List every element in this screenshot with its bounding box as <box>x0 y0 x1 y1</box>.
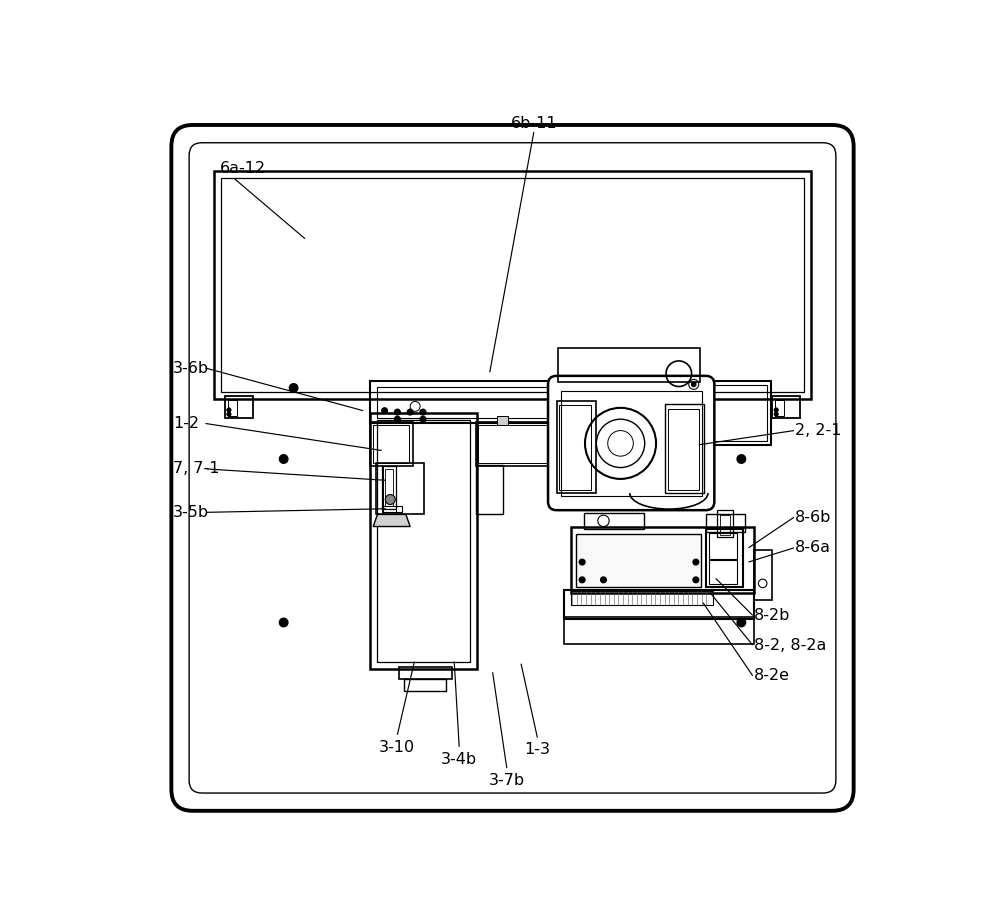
Bar <box>665 404 704 493</box>
Bar <box>564 591 754 619</box>
Bar <box>385 469 393 506</box>
Text: 8-6b: 8-6b <box>795 509 832 525</box>
Bar <box>404 678 446 691</box>
Text: 8-2, 8-2a: 8-2, 8-2a <box>754 638 827 653</box>
Bar <box>370 413 477 668</box>
Bar <box>562 385 767 440</box>
Bar <box>584 513 644 529</box>
Bar <box>564 617 754 644</box>
Bar <box>382 506 402 511</box>
Circle shape <box>395 416 400 422</box>
Text: 1-2: 1-2 <box>173 416 199 431</box>
Circle shape <box>737 455 746 463</box>
Bar <box>370 381 580 424</box>
Circle shape <box>579 559 585 565</box>
Circle shape <box>227 412 231 416</box>
Circle shape <box>279 618 288 627</box>
Bar <box>225 397 253 418</box>
Polygon shape <box>373 514 410 526</box>
Bar <box>720 515 730 535</box>
Bar <box>558 348 700 382</box>
Text: 8-2e: 8-2e <box>754 668 790 683</box>
Circle shape <box>601 577 606 582</box>
Bar <box>557 401 596 493</box>
Bar <box>228 400 237 415</box>
Bar <box>476 422 559 466</box>
FancyBboxPatch shape <box>171 125 854 810</box>
Bar <box>571 527 754 593</box>
Bar <box>709 559 737 584</box>
Circle shape <box>737 618 746 627</box>
Circle shape <box>382 408 387 414</box>
Circle shape <box>407 409 413 415</box>
Circle shape <box>579 577 585 582</box>
Text: 8-6a: 8-6a <box>795 540 831 556</box>
Circle shape <box>289 384 298 392</box>
Bar <box>214 171 811 399</box>
Circle shape <box>692 382 696 387</box>
Bar <box>377 387 573 418</box>
Bar <box>221 177 804 392</box>
Bar <box>561 390 702 496</box>
Bar <box>370 422 413 466</box>
Bar <box>376 463 424 514</box>
Bar <box>571 592 713 605</box>
Bar <box>706 514 745 532</box>
Bar <box>706 529 743 587</box>
Bar <box>382 466 396 509</box>
Text: 8-2b: 8-2b <box>754 608 791 623</box>
Circle shape <box>395 409 400 415</box>
Text: 2, 2-1: 2, 2-1 <box>795 423 842 438</box>
Text: 3-6b: 3-6b <box>173 361 209 376</box>
Circle shape <box>420 409 426 415</box>
Text: 6b-11: 6b-11 <box>511 115 557 131</box>
Bar <box>775 400 784 415</box>
Bar <box>772 397 800 418</box>
Circle shape <box>279 455 288 463</box>
Circle shape <box>774 412 778 416</box>
Bar <box>668 409 699 490</box>
FancyBboxPatch shape <box>548 376 714 510</box>
Text: 7, 7-1: 7, 7-1 <box>173 462 219 476</box>
Text: 6a-12: 6a-12 <box>220 162 266 176</box>
Bar <box>497 416 508 425</box>
Text: 3-10: 3-10 <box>379 739 415 755</box>
Text: 3-7b: 3-7b <box>489 773 525 788</box>
Bar <box>754 550 772 600</box>
Bar <box>709 533 737 560</box>
Bar <box>559 405 591 490</box>
Bar <box>717 510 733 537</box>
Circle shape <box>693 577 699 582</box>
Text: 3-5b: 3-5b <box>173 505 209 520</box>
Circle shape <box>693 559 699 565</box>
Bar <box>373 425 409 463</box>
Circle shape <box>385 495 395 505</box>
Circle shape <box>227 408 231 412</box>
Bar <box>558 381 771 445</box>
Circle shape <box>774 408 778 412</box>
Circle shape <box>420 416 426 422</box>
Bar <box>476 464 503 514</box>
Text: 1-3: 1-3 <box>524 742 550 757</box>
Bar <box>576 533 701 587</box>
Bar <box>478 425 557 463</box>
Text: 3-4b: 3-4b <box>441 752 477 767</box>
Bar <box>377 420 470 662</box>
Bar <box>399 666 452 679</box>
